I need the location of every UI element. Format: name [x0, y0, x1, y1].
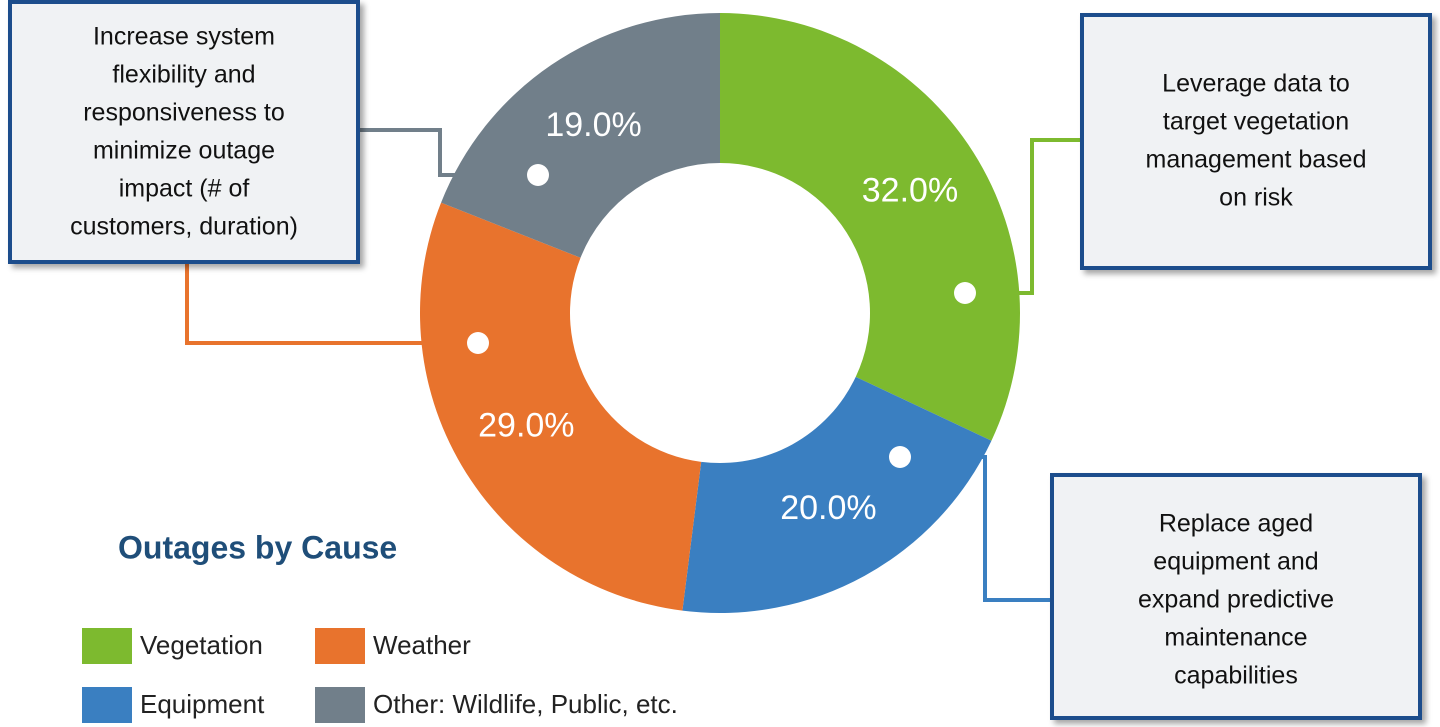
legend-label: Vegetation: [140, 630, 263, 660]
legend-label: Weather: [373, 630, 471, 660]
data-label: 32.0%: [862, 171, 958, 209]
legend-label: Equipment: [140, 689, 265, 719]
annotation-text: target vegetation: [1163, 108, 1349, 136]
annotation-text: management based: [1146, 146, 1367, 174]
legend-swatch: [315, 628, 365, 664]
annotation-text: expand predictive: [1138, 586, 1334, 614]
annotation-text: minimize outage: [93, 137, 275, 165]
slice: [419, 202, 702, 611]
connector: [358, 128, 538, 177]
annotation-text: equipment and: [1153, 548, 1318, 576]
annotation-box: [8, 0, 360, 264]
connector: [900, 455, 1052, 602]
annotation-text: capabilities: [1174, 662, 1298, 690]
annotation-text: customers, duration): [70, 213, 298, 241]
donut: [419, 13, 1020, 613]
marker-dot: [889, 446, 911, 468]
slice: [682, 376, 992, 613]
legend-swatch: [82, 628, 132, 664]
connector: [185, 262, 478, 345]
annotation-text: on risk: [1219, 184, 1293, 212]
annotation-text: flexibility and: [112, 61, 255, 89]
data-label: 19.0%: [545, 106, 641, 144]
marker-dot: [467, 332, 489, 354]
legend-swatch: [315, 687, 365, 723]
marker-dot: [527, 164, 549, 186]
annotation-text: impact (# of: [119, 175, 250, 203]
data-label: 20.0%: [780, 489, 876, 527]
annotation-text: Replace aged: [1159, 510, 1313, 538]
legend-label: Other: Wildlife, Public, etc.: [373, 689, 678, 719]
annotation-text: Increase system: [93, 23, 275, 51]
slice: [720, 13, 1020, 441]
annotation-text: Leverage data to: [1162, 70, 1350, 98]
annotation-text: responsiveness to: [83, 99, 285, 127]
annotation-text: maintenance: [1164, 624, 1307, 652]
legend-swatch: [82, 687, 132, 723]
annotation-box: [1080, 13, 1432, 270]
connectors: [185, 128, 1082, 602]
connector: [965, 138, 1082, 295]
chart-title: Outages by Cause: [118, 529, 397, 565]
slice: [441, 13, 720, 258]
data-label: 29.0%: [478, 407, 574, 445]
annotation-box: [1050, 473, 1422, 720]
marker-dot: [954, 282, 976, 304]
